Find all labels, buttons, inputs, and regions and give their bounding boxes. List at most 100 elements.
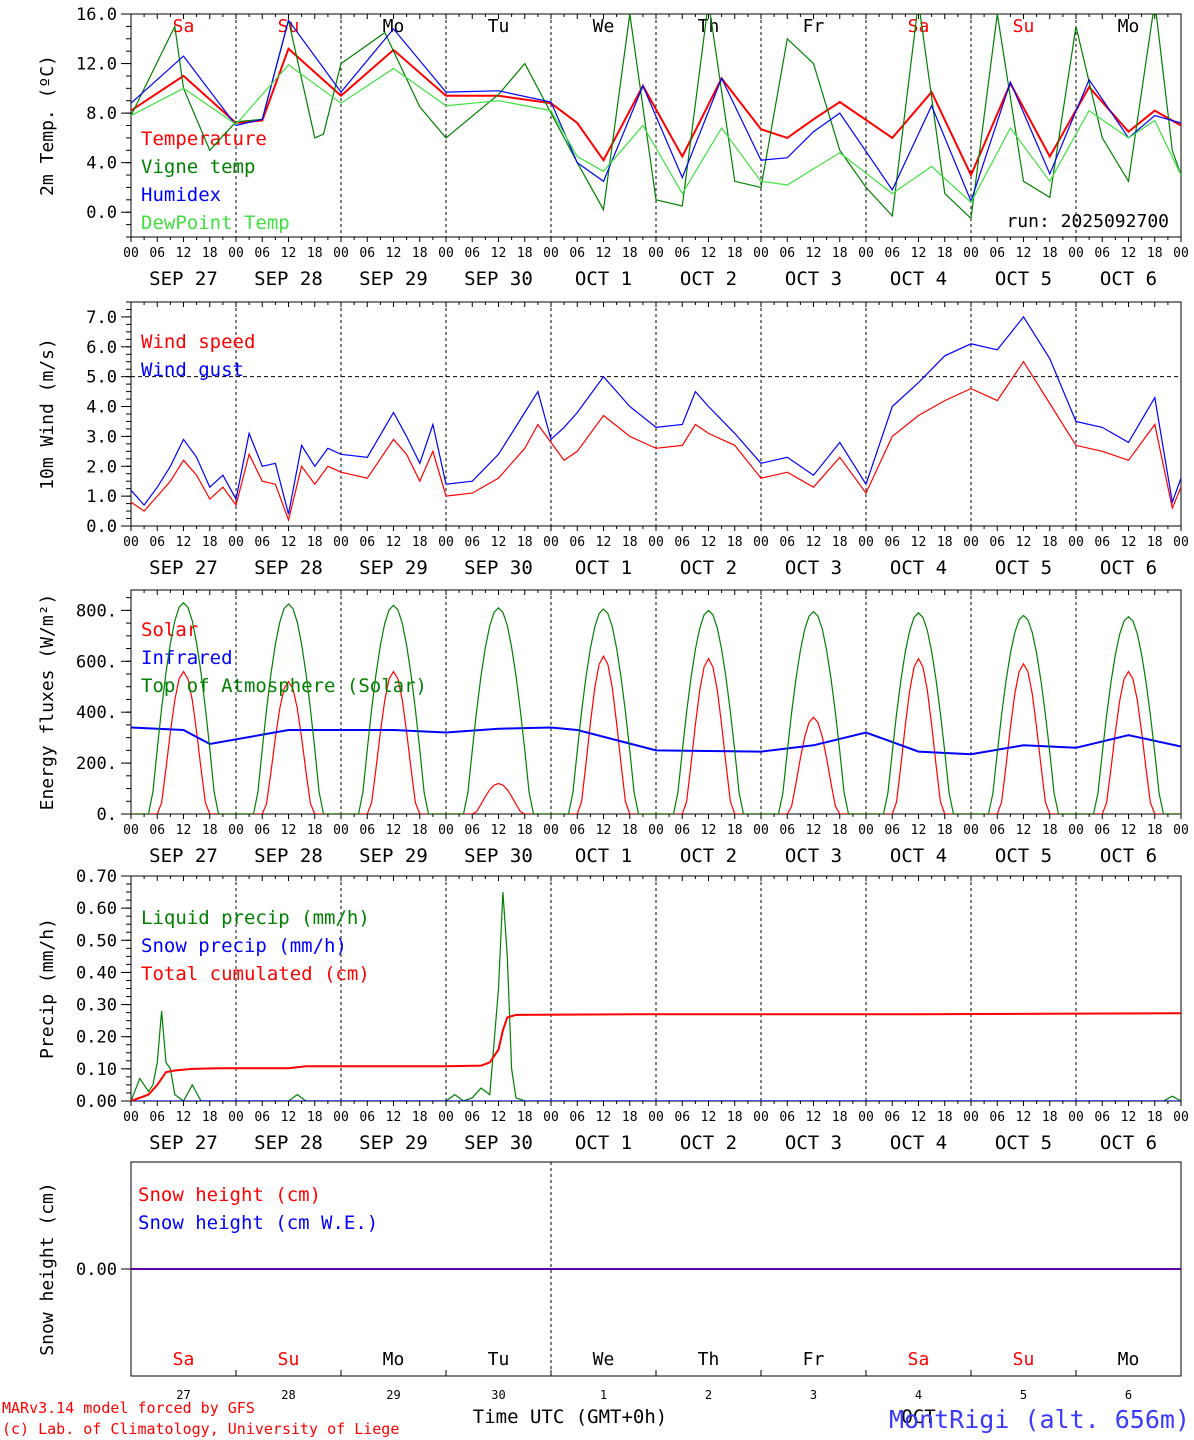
plot-frame [130,589,1182,815]
hour-tick-label: 06 [464,246,480,261]
date-label: OCT 5 [995,1132,1052,1154]
y-tick-label: 0.60 [76,899,117,919]
hour-tick-label: 00 [1068,823,1084,838]
date-label: SEP 29 [359,268,428,290]
hour-tick-label: 00 [1173,246,1189,261]
day-name-label: Su [278,16,300,37]
day-name-label: Tu [488,16,510,37]
hour-tick-label: 06 [989,1110,1005,1125]
hour-tick-label: 18 [1147,246,1163,261]
hour-tick-label: 12 [1016,823,1032,838]
date-label: OCT 1 [575,1132,632,1154]
day-number-label: 6 [1125,1388,1132,1402]
hour-tick-label: 18 [937,1110,953,1125]
date-label: SEP 28 [254,845,323,867]
hour-tick-label: 00 [753,823,769,838]
hour-tick-label: 00 [333,246,349,261]
hour-tick-label: 18 [727,1110,743,1125]
hour-tick-label: 12 [1121,1110,1137,1125]
hour-tick-label: 00 [1173,823,1189,838]
hour-tick-label: 06 [989,823,1005,838]
hour-tick-label: 18 [1042,823,1058,838]
hour-tick-label: 00 [123,823,139,838]
day-name-label: Mo [1118,16,1140,37]
hour-tick-label: 06 [359,246,375,261]
date-label: OCT 1 [575,557,632,579]
series-line-0 [131,46,1181,178]
y-tick-label: 1.0 [86,487,117,507]
date-label: OCT 6 [1100,1132,1157,1154]
day-name-label: Th [698,16,720,37]
hour-tick-label: 12 [701,1110,717,1125]
legend-entry: Vigne temp [141,156,255,178]
hour-tick-label: 12 [386,1110,402,1125]
series-line-0 [131,654,1181,814]
hour-tick-label: 06 [674,535,690,550]
date-label: OCT 4 [890,845,947,867]
hour-tick-label: 06 [674,246,690,261]
hour-tick-label: 18 [202,535,218,550]
hour-tick-label: 18 [832,535,848,550]
series-line-0 [131,892,1181,1101]
legend-entry: Total cumulated (cm) [141,963,370,985]
hour-tick-label: 00 [648,823,664,838]
hour-tick-label: 12 [491,1110,507,1125]
date-label: SEP 28 [254,1132,323,1154]
hour-tick-label: 00 [858,535,874,550]
date-label: OCT 5 [995,268,1052,290]
date-label: OCT 2 [680,845,737,867]
y-tick-label: 0.20 [76,1028,117,1048]
copyright-credit: (c) Lab. of Climatology, University of L… [2,1420,399,1438]
hour-tick-label: 06 [149,246,165,261]
hour-tick-label: 18 [727,535,743,550]
hour-tick-label: 00 [753,246,769,261]
legend-entry: Liquid precip (mm/h) [141,907,370,929]
hour-tick-label: 06 [1094,1110,1110,1125]
hour-tick-label: 12 [386,535,402,550]
y-axis-label: Precip (mm/h) [37,918,58,1059]
date-label: OCT 3 [785,1132,842,1154]
hour-tick-label: 12 [596,1110,612,1125]
hour-tick-label: 12 [806,535,822,550]
y-tick-label: 600. [76,652,117,672]
legend-entry: Infrared [141,647,233,669]
hour-tick-label: 18 [1147,1110,1163,1125]
hour-tick-label: 06 [884,535,900,550]
hour-tick-label: 12 [491,246,507,261]
hour-tick-label: 18 [307,535,323,550]
hour-tick-label: 18 [517,823,533,838]
x-axis-label: Time UTC (GMT+0h) [473,1406,667,1428]
panel-3: 0. 200. 400. 600. 800. Energy fluxes (W/m²) 00… [37,589,1189,867]
y-tick-label: 6.0 [86,338,117,358]
hour-tick-label: 00 [753,1110,769,1125]
y-tick-label: 0.40 [76,963,117,983]
y-tick-label: 0.30 [76,996,117,1016]
y-tick-label: 7.0 [86,308,117,328]
hour-tick-label: 06 [779,1110,795,1125]
day-name-label: Su [1013,16,1035,37]
hour-tick-label: 12 [806,823,822,838]
hour-tick-label: 12 [491,823,507,838]
hour-tick-label: 06 [359,535,375,550]
hour-tick-label: 06 [359,1110,375,1125]
hour-tick-label: 12 [911,535,927,550]
hour-tick-label: 06 [1094,246,1110,261]
hour-tick-label: 18 [832,1110,848,1125]
hour-tick-label: 00 [228,535,244,550]
hour-tick-label: 18 [937,246,953,261]
date-label: SEP 27 [149,268,218,290]
date-label: SEP 29 [359,557,428,579]
date-label: SEP 29 [359,845,428,867]
hour-tick-label: 18 [1042,246,1058,261]
day-name-label: Fr [803,16,825,37]
hour-tick-label: 00 [438,1110,454,1125]
day-number-label: 29 [386,1388,400,1402]
hour-tick-label: 18 [622,823,638,838]
y-axis-label: 10m Wind (m/s) [37,338,58,490]
hour-tick-label: 00 [648,535,664,550]
hour-tick-label: 06 [149,535,165,550]
hour-tick-label: 00 [438,535,454,550]
y-tick-label: 0.00 [76,1260,117,1280]
date-label: OCT 6 [1100,557,1157,579]
y-tick-label: 0.50 [76,931,117,951]
